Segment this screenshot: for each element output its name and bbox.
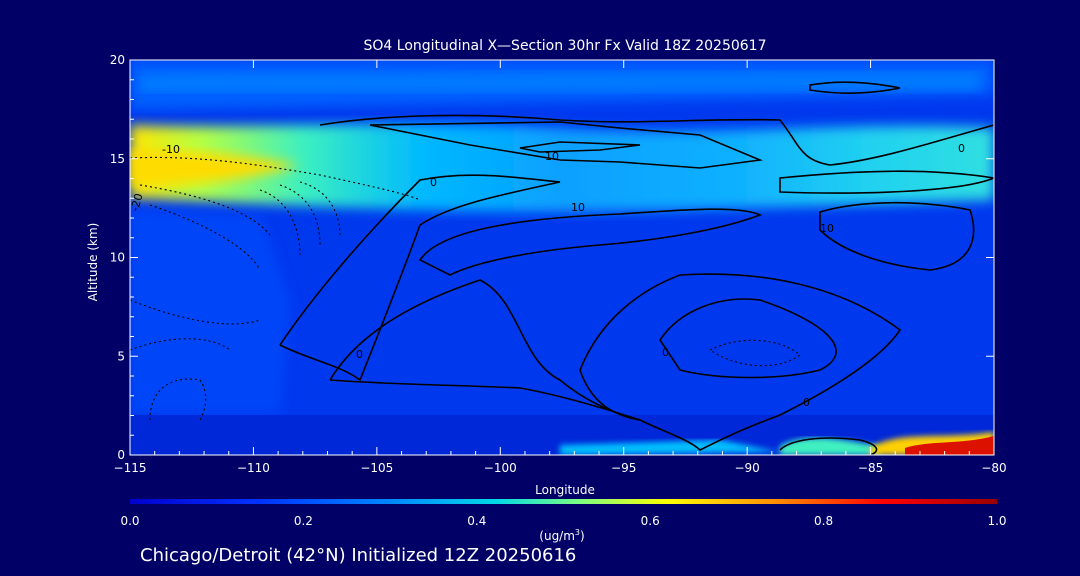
contour-line [659, 298, 837, 379]
contour-line-dashed [130, 156, 421, 201]
contour-line [779, 437, 878, 455]
contour-line-dashed [139, 184, 271, 236]
chart-title: SO4 Longitudinal X—Section 30hr Fx Valid… [364, 38, 767, 54]
y-tick-label: 15 [110, 152, 125, 166]
contour-label: 10 [545, 150, 559, 163]
contour-line [809, 81, 901, 94]
x-tick-label: −80 [981, 461, 1006, 475]
colorbar-tick-label: 0.8 [814, 514, 833, 528]
contour-label: 0 [958, 142, 965, 155]
contour-line-dashed [709, 339, 801, 367]
upper-layer-core [140, 72, 980, 92]
y-tick-label: 0 [117, 448, 125, 462]
x-tick-label: −115 [114, 461, 147, 475]
heatmap-field: -10 -20 0 10 10 10 0 0 0 0 [128, 60, 994, 455]
y-tick-label: 10 [110, 251, 125, 265]
colorbar-ticks: 0.0 0.2 0.4 0.6 0.8 1.0 [120, 514, 1006, 528]
contour-line-dashed [299, 181, 341, 236]
colorbar-tick-label: 0.6 [641, 514, 660, 528]
colorbar [130, 499, 997, 504]
surface-plume-max [905, 436, 994, 455]
x-tick-label: −85 [858, 461, 883, 475]
x-tick-label: −95 [611, 461, 636, 475]
colorbar-tick-label: 0.0 [120, 514, 139, 528]
x-tick-label: −100 [484, 461, 517, 475]
contour-labels: -10 -20 0 10 10 10 0 0 0 0 [128, 142, 965, 409]
colorbar-tick-label: 1.0 [987, 514, 1006, 528]
colorbar-tick-label: 0.2 [294, 514, 313, 528]
contour-line [279, 174, 561, 382]
stratospheric-band [130, 123, 994, 212]
x-tick-label: −90 [734, 461, 759, 475]
contour-label: 0 [803, 396, 810, 409]
contour-label: 0 [662, 346, 669, 359]
footer-caption: Chicago/Detroit (42°N) Initialized 12Z 2… [140, 545, 576, 566]
contour-line [369, 121, 764, 169]
colorbar-tick-label: 0.4 [467, 514, 486, 528]
contour-line [519, 141, 641, 153]
axes: −115 −110 −105 −100 −95 −90 −85 −80 0 5 10 15 20 [110, 53, 1007, 475]
band-maximum [130, 150, 300, 185]
contour-label: 0 [356, 348, 363, 361]
surface-plume-mid [560, 440, 780, 455]
boundary-layer [130, 415, 994, 455]
y-tick-label: 5 [117, 349, 125, 363]
contour-line [819, 201, 975, 271]
contour-line [329, 279, 641, 421]
contour-label: -20 [128, 192, 145, 213]
contour-line-dashed [130, 299, 261, 325]
contour-label: 10 [571, 201, 585, 214]
x-tick-label: −105 [360, 461, 393, 475]
colorbar-units: (ug/m3) [539, 528, 584, 543]
y-tick-label: 20 [110, 53, 125, 67]
contour-line [579, 273, 902, 451]
contour-lines [130, 81, 994, 455]
contour-line [319, 114, 994, 166]
x-axis-label: Longitude [535, 483, 595, 497]
contour-label: 10 [820, 222, 834, 235]
contour-line-dashed [149, 378, 207, 421]
contour-line-dashed [149, 204, 261, 271]
contour-line [418, 208, 763, 276]
contour-line-dashed [130, 338, 231, 351]
y-axis-label: Altitude (km) [86, 223, 100, 302]
west-lower-field [130, 210, 290, 415]
surface-plume-east [780, 437, 880, 455]
contour-label: 0 [430, 176, 437, 189]
x-tick-label: −110 [237, 461, 270, 475]
contour-label: -10 [162, 143, 180, 156]
contour-line-dashed [279, 184, 321, 246]
